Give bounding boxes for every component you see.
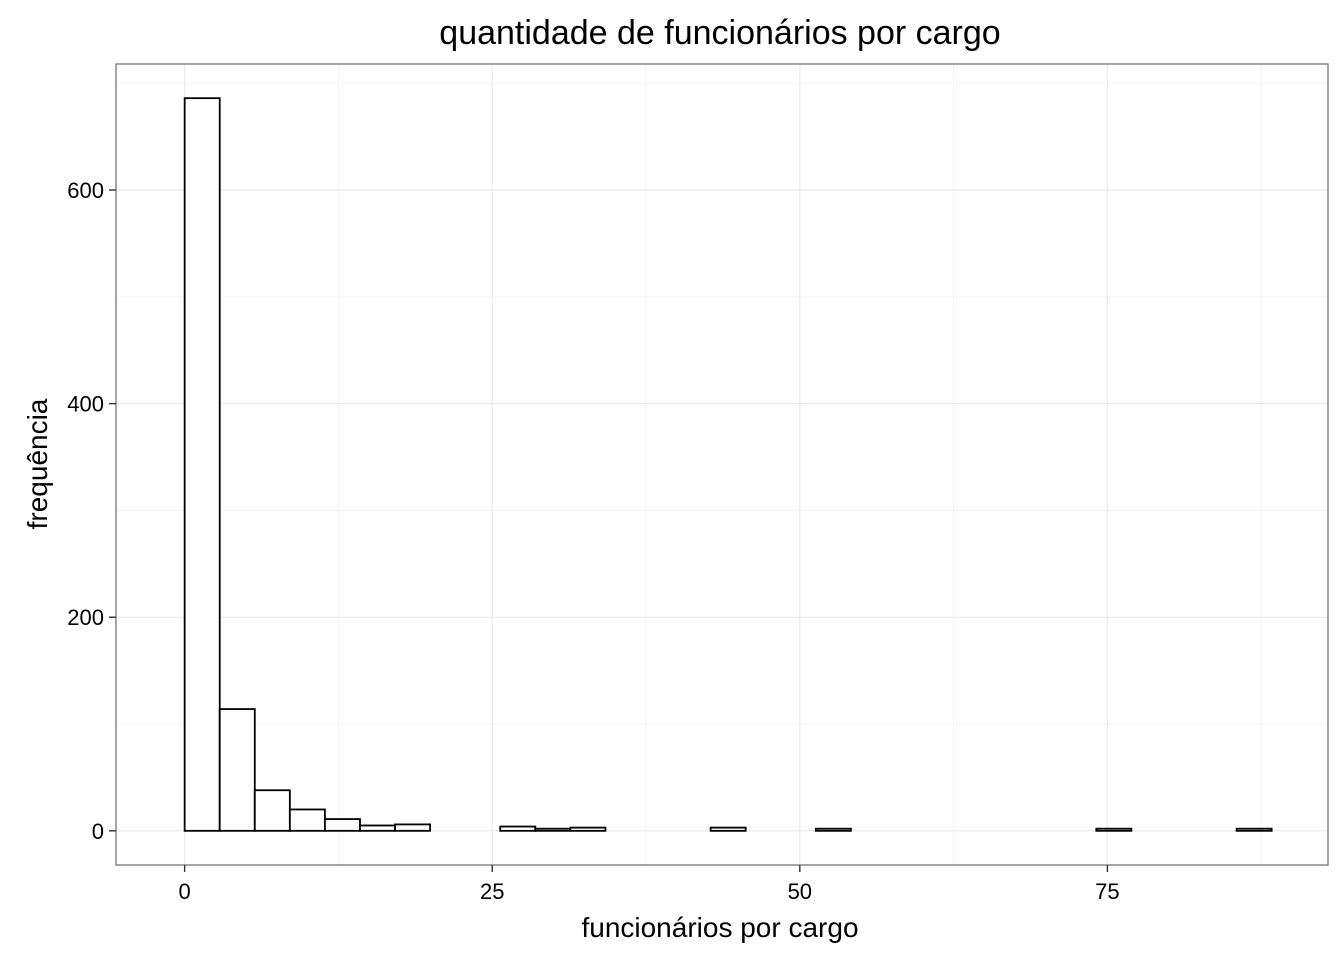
histogram-bar (499, 825, 537, 832)
histogram-bar (324, 818, 361, 832)
x-axis: 0 25 50 75 (179, 865, 1120, 904)
y-tick-label: 200 (67, 605, 104, 630)
histogram-bar (218, 708, 256, 832)
x-tick-label: 75 (1095, 879, 1119, 904)
y-axis-title: frequência (22, 398, 53, 529)
histogram-bar (394, 823, 432, 832)
y-tick-label: 0 (92, 819, 104, 844)
histogram-bar (534, 827, 572, 832)
x-tick-label: 25 (480, 879, 504, 904)
y-axis: 0 200 400 600 (67, 178, 116, 844)
histogram-bar (709, 826, 747, 832)
y-tick-label: 600 (67, 178, 104, 203)
x-axis-title: funcionários por cargo (581, 912, 858, 943)
x-tick-label: 50 (788, 879, 812, 904)
histogram-bars (183, 97, 1273, 832)
histogram-bar (253, 789, 291, 832)
chart-title: quantidade de funcionários por cargo (439, 14, 1000, 52)
histogram-bar (359, 824, 396, 832)
histogram-bar (1235, 827, 1273, 832)
y-tick-label: 400 (67, 392, 104, 417)
histogram-bar (288, 808, 326, 832)
histogram-bar (569, 826, 607, 832)
histogram-bar (1095, 827, 1133, 832)
grid-lines (116, 64, 1328, 865)
x-tick-label: 0 (179, 879, 191, 904)
histogram-bar (183, 97, 221, 832)
histogram-bar (814, 827, 852, 832)
plot-panel-border (115, 63, 1329, 866)
